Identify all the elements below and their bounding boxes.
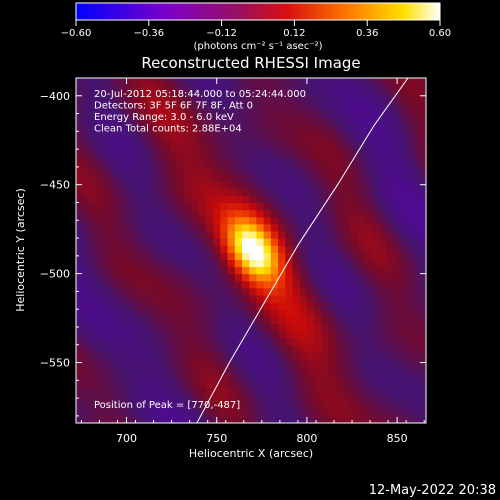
annotation-line: Clean Total counts: 2.88E+04	[94, 124, 242, 135]
y-tick-label: −550	[40, 357, 70, 370]
solar-limb-curve	[196, 78, 409, 423]
x-tick-label: 800	[296, 432, 317, 445]
footer-timestamp: 12-May-2022 20:38	[369, 483, 496, 498]
colorbar-units: (photons cm⁻² s⁻¹ asec⁻²)	[193, 41, 322, 52]
colorbar-ticks: −0.60 −0.36 −0.12 0.12 0.36 0.60	[61, 20, 451, 39]
colorbar	[75, 2, 441, 21]
peak-position-label: Position of Peak = [770,-487]	[94, 400, 240, 411]
annotation-line: Detectors: 3F 5F 6F 7F 8F, Att 0	[94, 101, 253, 112]
y-tick-label: −450	[40, 179, 70, 192]
colorbar-tick-label: −0.36	[133, 28, 164, 39]
x-tick-label: 700	[116, 432, 137, 445]
y-tick-label: −400	[40, 90, 70, 103]
chart-title: Reconstructed RHESSI Image	[141, 54, 360, 72]
colorbar-tick-label: 0.36	[356, 28, 378, 39]
annotation-line: Energy Range: 3.0 - 6.0 keV	[94, 112, 234, 123]
annotations: 20-Jul-2012 05:18:44.000 to 05:24:44.000…	[94, 89, 306, 135]
y-tick-label: −500	[40, 268, 70, 281]
heatmap-image	[76, 78, 426, 423]
x-tick-label: 750	[206, 432, 227, 445]
annotation-line: 20-Jul-2012 05:18:44.000 to 05:24:44.000	[94, 89, 306, 100]
colorbar-tick-label: −0.60	[61, 28, 92, 39]
axis-ticks: 700 750 800 850 −400 −450 −500 −550	[40, 77, 426, 445]
colorbar-tick-label: 0.60	[429, 28, 451, 39]
x-axis-label: Heliocentric X (arcsec)	[189, 447, 313, 460]
colorbar-tick-label: 0.12	[283, 28, 305, 39]
plot-frame	[75, 77, 427, 424]
colorbar-tick-label: −0.12	[206, 28, 237, 39]
x-tick-label: 850	[387, 432, 408, 445]
y-axis-label: Heliocentric Y (arcsec)	[14, 188, 27, 312]
